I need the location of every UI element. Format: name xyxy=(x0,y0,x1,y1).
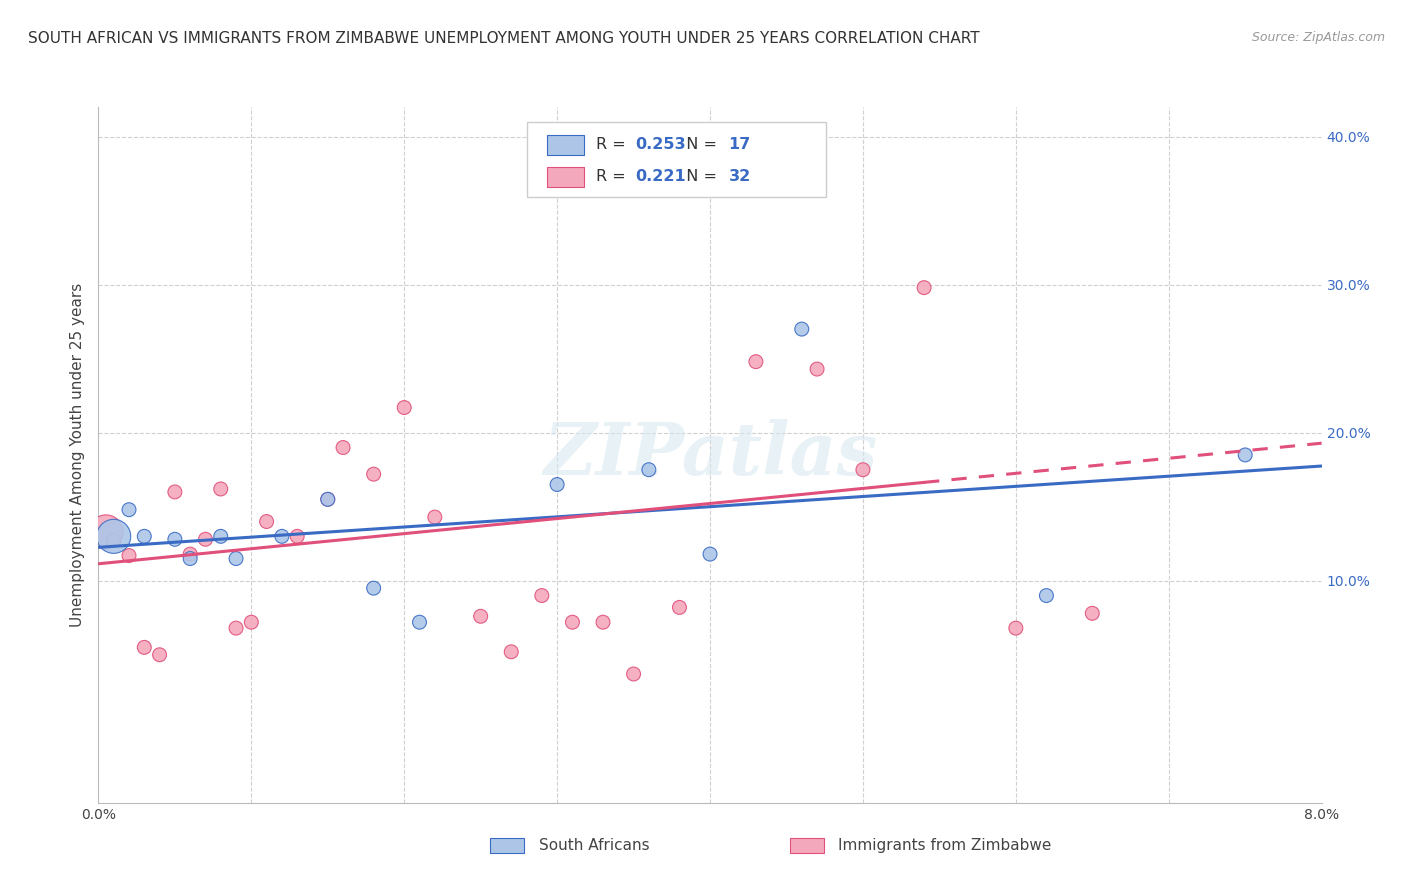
Text: 0.221: 0.221 xyxy=(636,169,686,185)
Point xyxy=(194,533,217,547)
Point xyxy=(912,280,935,294)
Point xyxy=(179,551,201,566)
Point xyxy=(118,549,141,563)
Point xyxy=(806,362,828,376)
Point xyxy=(852,463,875,477)
Point xyxy=(225,621,247,635)
FancyBboxPatch shape xyxy=(547,167,583,187)
Text: R =: R = xyxy=(596,169,631,185)
Point xyxy=(1035,589,1057,603)
Point xyxy=(118,502,141,516)
FancyBboxPatch shape xyxy=(526,122,827,197)
Text: 32: 32 xyxy=(728,169,751,185)
Point xyxy=(149,648,172,662)
Point xyxy=(392,401,416,415)
Point xyxy=(134,640,156,655)
Point xyxy=(699,129,721,144)
Point xyxy=(103,533,125,548)
Text: SOUTH AFRICAN VS IMMIGRANTS FROM ZIMBABWE UNEMPLOYMENT AMONG YOUTH UNDER 25 YEAR: SOUTH AFRICAN VS IMMIGRANTS FROM ZIMBABW… xyxy=(28,31,980,46)
FancyBboxPatch shape xyxy=(790,838,824,853)
Point xyxy=(285,529,308,543)
Text: N =: N = xyxy=(676,137,721,153)
Point xyxy=(592,615,614,630)
FancyBboxPatch shape xyxy=(547,135,583,155)
Point xyxy=(103,529,125,543)
Point xyxy=(1004,621,1026,635)
Point xyxy=(790,322,813,336)
Text: 0.253: 0.253 xyxy=(636,137,686,153)
Text: 17: 17 xyxy=(728,137,751,153)
Point xyxy=(546,477,568,491)
Point xyxy=(561,615,583,630)
Point xyxy=(637,463,661,477)
Point xyxy=(363,581,385,595)
Point xyxy=(699,547,721,561)
Point xyxy=(240,615,263,630)
Point xyxy=(530,589,553,603)
Point xyxy=(501,645,523,659)
Point xyxy=(179,547,201,561)
Text: N =: N = xyxy=(676,169,721,185)
Point xyxy=(623,667,645,681)
Point xyxy=(225,551,247,566)
Point xyxy=(363,467,385,482)
Point xyxy=(1081,607,1104,621)
Point xyxy=(163,533,186,547)
Point xyxy=(270,529,294,543)
Point xyxy=(316,492,339,507)
Point xyxy=(668,600,690,615)
Text: ZIPatlas: ZIPatlas xyxy=(543,419,877,491)
Point xyxy=(470,609,492,624)
Point xyxy=(1234,448,1257,462)
Point xyxy=(745,354,768,368)
Text: Immigrants from Zimbabwe: Immigrants from Zimbabwe xyxy=(838,838,1052,853)
Point xyxy=(256,515,278,529)
Point xyxy=(134,529,156,543)
Point xyxy=(408,615,430,630)
Point xyxy=(423,510,446,524)
Point xyxy=(316,492,339,507)
FancyBboxPatch shape xyxy=(489,838,524,853)
Point xyxy=(332,441,354,455)
Point xyxy=(163,484,186,499)
Text: R =: R = xyxy=(596,137,631,153)
Y-axis label: Unemployment Among Youth under 25 years: Unemployment Among Youth under 25 years xyxy=(69,283,84,627)
Text: Source: ZipAtlas.com: Source: ZipAtlas.com xyxy=(1251,31,1385,45)
Text: South Africans: South Africans xyxy=(538,838,650,853)
Point xyxy=(209,482,232,496)
Point xyxy=(209,529,232,543)
Point xyxy=(94,524,117,539)
